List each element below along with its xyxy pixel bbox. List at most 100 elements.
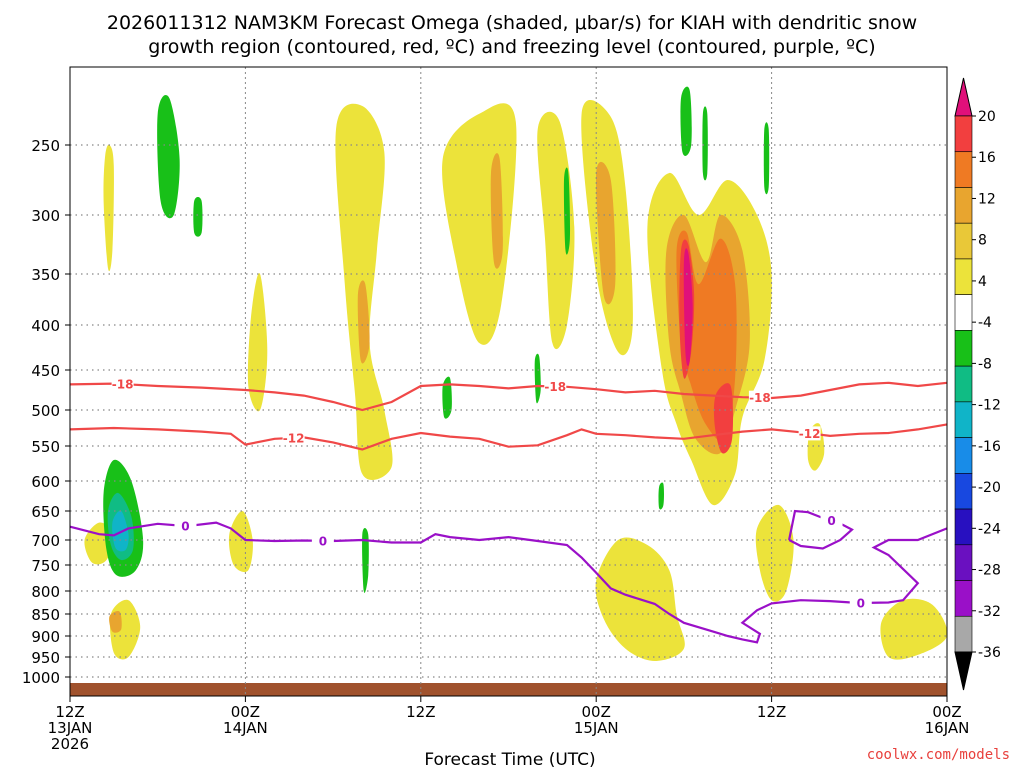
omega-region-green-thin-c: [442, 376, 452, 419]
colorbar-label-1: 16: [978, 150, 996, 166]
x-tick-label-60-0: 00Z: [932, 703, 961, 721]
contour-minus18-label: -18: [749, 391, 771, 405]
omega-region-lower-red: [713, 383, 734, 454]
colorbar-top-triangle: [954, 77, 973, 117]
plot-frame: [69, 66, 948, 697]
colorbar-label-3: 8: [978, 233, 987, 249]
omega-region-green-upper-c: [680, 86, 692, 156]
y-tick-label-450: 450: [31, 362, 60, 380]
colorbar-label-11: -28: [978, 563, 1001, 579]
y-tick-label-1000: 1000: [22, 669, 60, 687]
y-tick-label-350: 350: [31, 266, 60, 284]
y-tick-label-500: 500: [31, 402, 60, 420]
contour-minus12-label-bg: [798, 426, 821, 441]
title-line-2: growth region (contoured, red, ºC) and f…: [148, 36, 875, 58]
contour-freezing-label: 0: [319, 534, 327, 548]
x-tick-label-60-1: 16JAN: [925, 719, 970, 737]
colorbar-segment-9: [954, 437, 973, 474]
x-tick-label-36-1: 15JAN: [574, 719, 619, 737]
colorbar-label-10: -24: [978, 521, 1001, 537]
y-tick-label-800: 800: [31, 583, 60, 601]
colorbar-bottom-triangle: [954, 651, 973, 691]
colorbar-label-6: -8: [978, 356, 992, 372]
colorbar-segment-11: [954, 508, 973, 546]
y-axis: 250 300 350 400 450 500 550 600 650 700 750 800 850 9…: [22, 137, 70, 687]
colorbar-segment-13: [954, 580, 973, 617]
x-tick-label-36-0: 00Z: [582, 703, 611, 721]
colorbar-segment-10: [954, 473, 973, 510]
x-tick-label-48-0: 12Z: [757, 703, 786, 721]
x-tick-label-0-2: 2026: [51, 735, 89, 753]
omega-region-green-thin-e: [362, 528, 369, 593]
omega-region-green-thin-d: [658, 482, 664, 510]
plot-area: -18 -18 -18 -12 -12 0 0 0 0: [69, 66, 948, 697]
colorbar-segment-8: [954, 401, 973, 438]
omega-region-green-upper-d: [702, 106, 708, 181]
colorbar-segment-4: [954, 258, 973, 295]
colorbar-label-12: -32: [978, 604, 1001, 620]
x-tick-label-12-1: 14JAN: [223, 719, 268, 737]
omega-region-upslope-column-c: [247, 273, 268, 412]
x-axis-label: Forecast Time (UTC): [424, 750, 595, 768]
contour-minus18-label-bg: [111, 377, 134, 392]
omega-region-column-d-orange: [490, 153, 503, 269]
omega-region-mid-pocket: [228, 510, 253, 573]
contour-minus18-label: -18: [112, 378, 134, 392]
x-tick-label-24-0: 12Z: [406, 703, 435, 721]
colorbar-label-5: -4: [978, 315, 992, 331]
colorbar-label-2: 12: [978, 191, 996, 207]
contour-minus12-label: -12: [799, 427, 821, 441]
contour-freezing-label: 0: [181, 519, 189, 533]
colorbar-label-9: -20: [978, 480, 1001, 496]
colorbar-label-13: -36: [978, 645, 1001, 661]
colorbar-segment-0: [954, 115, 973, 153]
y-tick-label-700: 700: [31, 532, 60, 550]
contour-freezing-label-bg: [820, 513, 843, 528]
y-tick-label-900: 900: [31, 628, 60, 646]
y-tick-label-750: 750: [31, 557, 60, 575]
contour-freezing-label-bg: [849, 595, 872, 610]
omega-region-left-orange: [109, 611, 122, 633]
omega-region-green-upper-a: [157, 95, 180, 219]
colorbar-label-4: 4: [978, 274, 987, 290]
x-tick-label-0-0: 12Z: [55, 703, 84, 721]
colorbar-segment-6: [954, 330, 973, 367]
colorbar-segment-5: [954, 294, 973, 331]
colorbar-segment-14: [954, 615, 973, 653]
omega-region-green-upper-e: [763, 122, 770, 195]
colorbar-segment-12: [954, 544, 973, 581]
colorbar-segment-2: [954, 187, 973, 224]
colorbar: 20 16 12 8 4 -4 -8 -12 -16 -20 -24 -28 -32 -36: [954, 77, 1001, 691]
y-tick-label-850: 850: [31, 606, 60, 624]
y-tick-label-400: 400: [31, 317, 60, 335]
y-tick-label-300: 300: [31, 207, 60, 225]
colorbar-segment-3: [954, 222, 973, 260]
contour-freezing-loop: [788, 509, 854, 550]
contour-minus18-label-bg: [544, 379, 567, 394]
y-tick-label-650: 650: [31, 503, 60, 521]
colorbar-label-0: 20: [978, 109, 996, 125]
contour-freezing-label: 0: [827, 514, 835, 528]
colorbar-segment-7: [954, 365, 973, 403]
contour-minus18-line: [69, 381, 948, 412]
omega-region-green-thin-a: [563, 167, 571, 255]
y-tick-label-250: 250: [31, 137, 60, 155]
x-tick-label-12-0: 00Z: [231, 703, 260, 721]
colorbar-segment-1: [954, 151, 973, 188]
contour-freezing-label: 0: [857, 596, 865, 610]
contour-minus18-label: -18: [544, 380, 566, 394]
contour-freezing-label-bg: [174, 518, 197, 533]
omega-region-low-level-ascent-mid: [755, 504, 794, 602]
title-line-1: 2026011312 NAM3KM Forecast Omega (shaded…: [107, 12, 917, 34]
omega-region-green-thin-b: [534, 353, 541, 404]
credit-text: coolwx.com/models: [867, 747, 1010, 763]
x-tick-label-0-1: 13JAN: [48, 719, 93, 737]
omega-region-upslope-column-a: [103, 144, 114, 272]
colorbar-label-8: -16: [978, 439, 1001, 455]
contour-minus12-label-bg: [282, 430, 305, 445]
y-tick-label-950: 950: [31, 649, 60, 667]
omega-region-main-magenta: [683, 248, 693, 366]
omega-region-low-level-ascent-east: [880, 598, 948, 660]
